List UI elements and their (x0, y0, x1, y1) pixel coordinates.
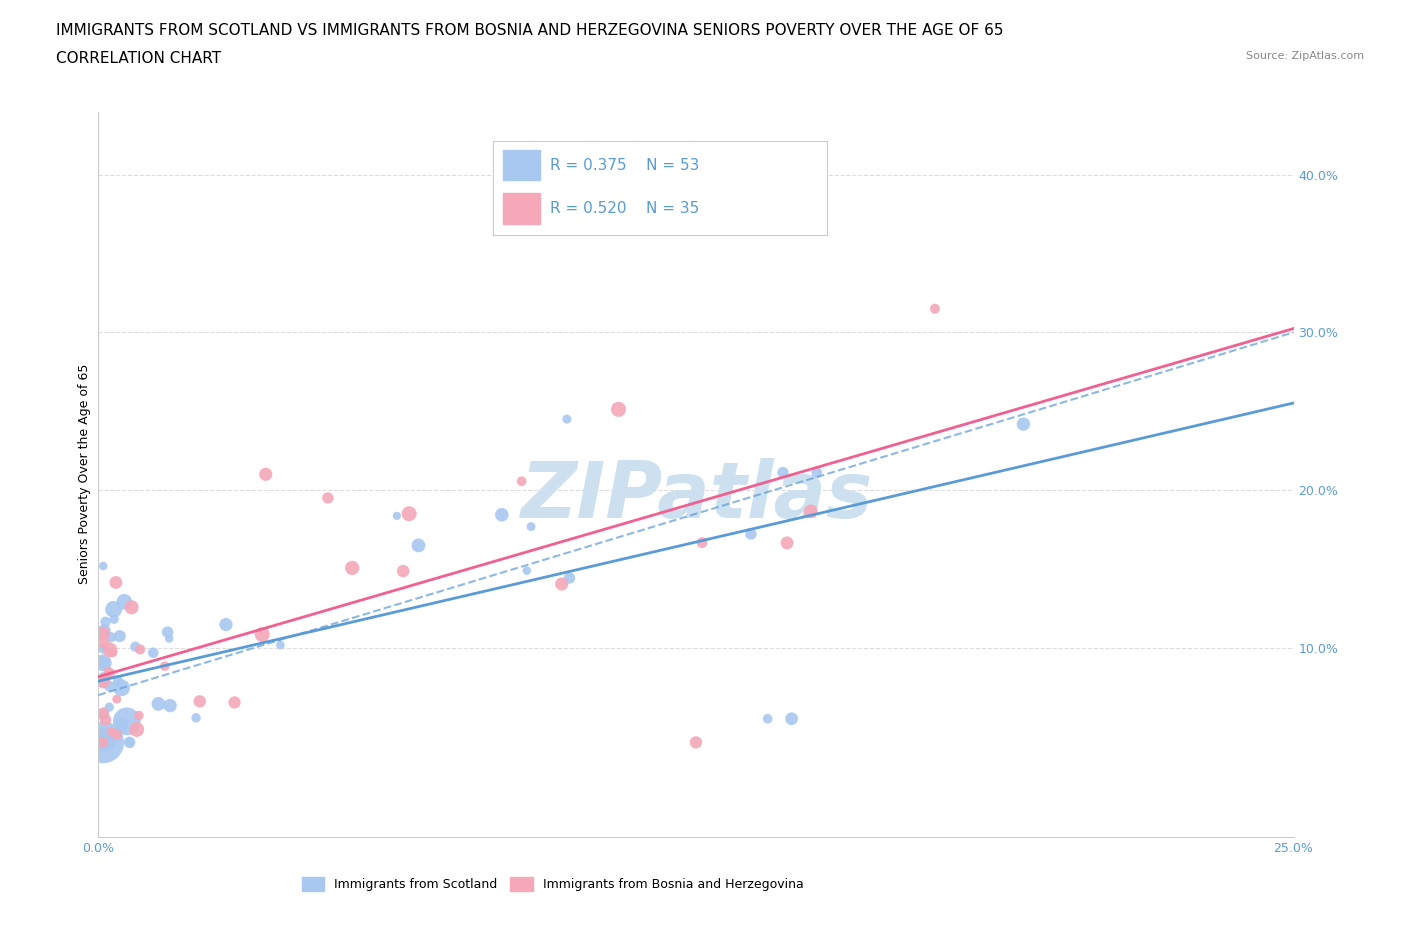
Point (91, 735, 114, 750)
Point (94, 615, 117, 630)
Point (101, 645, 124, 660)
Point (91, 706, 114, 721)
Point (91, 641, 114, 656)
Point (555, 412, 578, 427)
Point (520, 519, 543, 534)
Point (91, 707, 114, 722)
Point (491, 508, 513, 523)
Point (110, 681, 132, 696)
Point (215, 618, 238, 632)
Point (392, 564, 415, 578)
Point (516, 564, 538, 578)
Point (510, 473, 533, 488)
Point (98, 699, 121, 714)
Point (188, 694, 211, 709)
Point (340, 561, 363, 576)
Point (100, 724, 122, 739)
Point (118, 735, 141, 750)
Point (685, 735, 707, 750)
Point (806, 465, 828, 480)
Point (94, 712, 117, 727)
Legend: Immigrants from Scotland, Immigrants from Bosnia and Herzegovina: Immigrants from Scotland, Immigrants fro… (297, 871, 808, 896)
Point (103, 612, 125, 627)
Y-axis label: Seniors Poverty Over the Age of 65: Seniors Poverty Over the Age of 65 (79, 365, 91, 584)
Point (316, 490, 339, 505)
Point (252, 627, 274, 642)
Point (91, 735, 114, 750)
Point (97, 664, 120, 679)
Text: ZIPatlas: ZIPatlas (520, 458, 872, 534)
Point (756, 711, 779, 726)
Point (156, 625, 179, 640)
Point (100, 630, 122, 644)
Point (550, 577, 572, 591)
Point (103, 602, 125, 617)
Point (112, 594, 135, 609)
Point (91, 559, 114, 574)
Point (118, 735, 141, 750)
Point (129, 642, 152, 657)
Point (107, 674, 129, 689)
Point (91, 735, 114, 750)
Point (153, 658, 176, 673)
Point (385, 509, 408, 524)
Point (800, 504, 823, 519)
Point (98, 679, 121, 694)
Point (108, 629, 131, 644)
Point (105, 727, 128, 742)
Text: Source: ZipAtlas.com: Source: ZipAtlas.com (1246, 51, 1364, 61)
Text: IMMIGRANTS FROM SCOTLAND VS IMMIGRANTS FROM BOSNIA AND HERZEGOVINA SENIORS POVER: IMMIGRANTS FROM SCOTLAND VS IMMIGRANTS F… (56, 23, 1004, 38)
Point (398, 506, 420, 521)
Point (91, 735, 114, 750)
Point (97, 735, 120, 750)
Point (104, 575, 127, 590)
Point (408, 538, 430, 552)
Text: CORRELATION CHART: CORRELATION CHART (56, 51, 221, 66)
Point (91, 735, 114, 750)
Point (124, 639, 146, 654)
Point (157, 631, 180, 645)
Point (91, 634, 114, 649)
Point (121, 600, 143, 615)
Point (780, 711, 803, 726)
Point (91, 674, 114, 689)
Point (125, 722, 148, 737)
Point (254, 467, 277, 482)
Point (224, 695, 246, 710)
Point (91, 672, 114, 687)
Point (115, 714, 138, 729)
Point (772, 465, 794, 480)
Point (159, 698, 181, 713)
Point (924, 301, 946, 316)
Point (740, 526, 762, 541)
Point (91, 656, 114, 671)
Point (128, 708, 150, 723)
Point (98, 643, 121, 658)
Point (111, 717, 134, 732)
Point (776, 536, 799, 551)
Point (91, 673, 114, 688)
Point (558, 570, 581, 585)
Point (142, 645, 165, 660)
Point (93, 623, 115, 638)
Point (148, 697, 170, 711)
Point (91, 669, 114, 684)
Point (91, 656, 114, 671)
Point (1012, 417, 1035, 432)
Point (105, 692, 128, 707)
Point (690, 536, 713, 551)
Point (98, 666, 121, 681)
Point (91, 724, 114, 739)
Point (269, 637, 291, 652)
Point (184, 711, 207, 725)
Point (607, 402, 630, 417)
Point (91, 626, 114, 641)
Point (91, 656, 114, 671)
Point (91, 735, 114, 750)
